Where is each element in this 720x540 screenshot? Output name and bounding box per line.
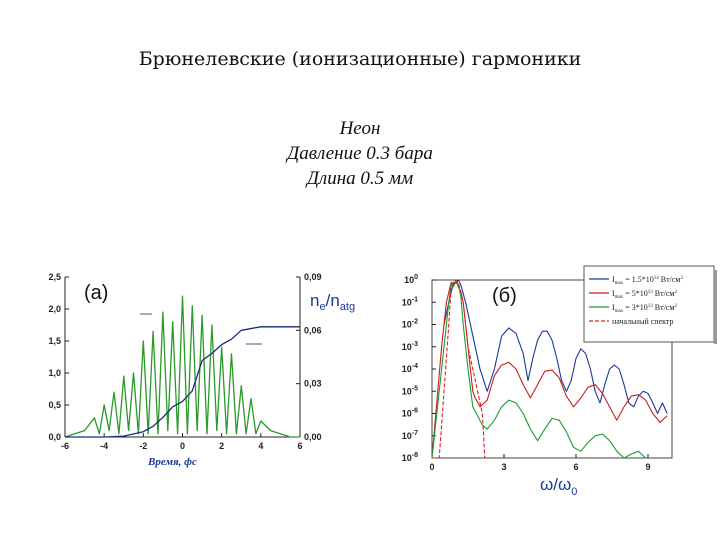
chart-a-left-tick-label: 1,0 <box>48 368 61 378</box>
chart-b-y-tick-label: 10-5 <box>402 385 418 396</box>
chart-b-y-tick-label: 10-8 <box>402 452 418 463</box>
chart-a-x-tick-label: 4 <box>258 441 263 451</box>
legend-shadow <box>714 270 717 344</box>
chart-b-series-initial <box>432 279 486 459</box>
chart-a-panel-label: (а) <box>84 282 108 304</box>
chart-b-x-axis-label: ω/ω0 <box>540 475 577 498</box>
chart-a-left-tick-label: 2,0 <box>48 304 61 314</box>
chart-a-x-tick-label: 0 <box>180 441 185 451</box>
chart-a-right-axis-label: ne/natg <box>310 291 355 313</box>
right-label-n: n <box>310 291 319 310</box>
chart-b: 0 3 6 910010-110-210-310-410-510-610-710-8 … <box>402 265 717 498</box>
subtitle-line-length: Длина 0.5 мм <box>306 168 414 189</box>
chart-a-series-density <box>65 326 300 438</box>
chart-a-series <box>64 295 300 438</box>
right-label-sub-e: e <box>319 301 325 313</box>
legend-label: Imax = 1.5*1014 Вт/см2 <box>612 275 683 286</box>
chart-a-right-tick-label: 0,09 <box>304 272 322 282</box>
chart-b-x-tick-label: 3 <box>501 462 506 472</box>
chart-b-ticks: 0 3 6 9 100 10-1 10-2 10-3 10-4 10-5 10-6 10-7 10-8 <box>402 274 651 472</box>
chart-b-x-tick-label: 9 <box>645 462 650 472</box>
chart-b-x-tick-label: 0 <box>429 462 434 472</box>
chart-a-left-tick-label: 1,5 <box>48 336 61 346</box>
legend-items: Imax = 1.5*1014 Вт/см2 Imax = 5*1013 Вт/с… <box>589 275 683 326</box>
chart-b-y-tick-label: 10-7 <box>402 430 418 441</box>
chart-a-left-tick-label: 2,5 <box>48 272 61 282</box>
chart-a-x-tick-label: 6 <box>297 441 302 451</box>
chart-a-x-tick-label: -2 <box>139 441 147 451</box>
chart-b-y-tick-label: 10-3 <box>402 341 418 352</box>
x-label-sub-0: 0 <box>571 486 577 498</box>
chart-a-x-axis-label: Время, фс <box>147 456 197 468</box>
chart-a-x-tick-label: 2 <box>219 441 224 451</box>
legend-label: Imax = 3*1013 Вт/см2 <box>612 303 677 314</box>
chart-a-right-tick-label: 0,06 <box>304 325 322 335</box>
chart-a-x-tick-label: -6 <box>61 441 69 451</box>
x-label-omega: ω/ω <box>540 475 571 494</box>
chart-b-y-tick-label: 10-1 <box>402 296 418 307</box>
chart-a: -6 -4 -2 0 2 4 6 0,0 0,5 1,0 1,5 2,0 2,5 0,00 0,03 0,06… <box>48 272 355 468</box>
chart-b-panel-label: (б) <box>492 285 517 307</box>
chart-a-series-intensity <box>64 295 300 438</box>
legend-label: начальный спектр <box>612 317 674 326</box>
subtitle-line-pressure: Давление 0.3 бара <box>287 143 433 164</box>
legend-label: Imax = 5*1013 Вт/см2 <box>612 289 677 300</box>
chart-a-ticks: -6 -4 -2 0 2 4 6 0,0 0,5 1,0 1,5 2,0 2,5 0,00 0,03 0,06… <box>48 272 321 451</box>
chart-b-series-high <box>443 279 668 415</box>
chart-a-left-tick-label: 0,0 <box>48 432 61 442</box>
subtitle-block: Неон Давление 0.3 бара Длина 0.5 мм <box>230 116 490 191</box>
chart-b-y-tick-label: 10-4 <box>402 363 418 374</box>
chart-b-legend: Imax = 1.5*1014 Вт/см2 Imax = 5*1013 Вт/с… <box>583 265 717 344</box>
right-label-sub-atg: atg <box>340 301 355 313</box>
page-title: Брюнелевские (ионизационные) гармоники <box>138 48 582 70</box>
chart-b-series <box>431 279 668 459</box>
chart-b-y-tick-label: 10-2 <box>402 319 418 330</box>
chart-b-y-tick-label: 100 <box>404 274 418 285</box>
right-label-mid: /n <box>326 291 340 310</box>
chart-a-right-tick-label: 0,03 <box>304 379 322 389</box>
chart-a-x-tick-label: -4 <box>100 441 108 451</box>
subtitle-line-gas: Неон <box>339 118 381 139</box>
chart-a-right-tick-label: 0,00 <box>304 432 322 442</box>
chart-b-x-tick-label: 6 <box>573 462 578 472</box>
chart-b-y-tick-label: 10-6 <box>402 408 418 419</box>
chart-a-left-tick-label: 0,5 <box>48 400 61 410</box>
